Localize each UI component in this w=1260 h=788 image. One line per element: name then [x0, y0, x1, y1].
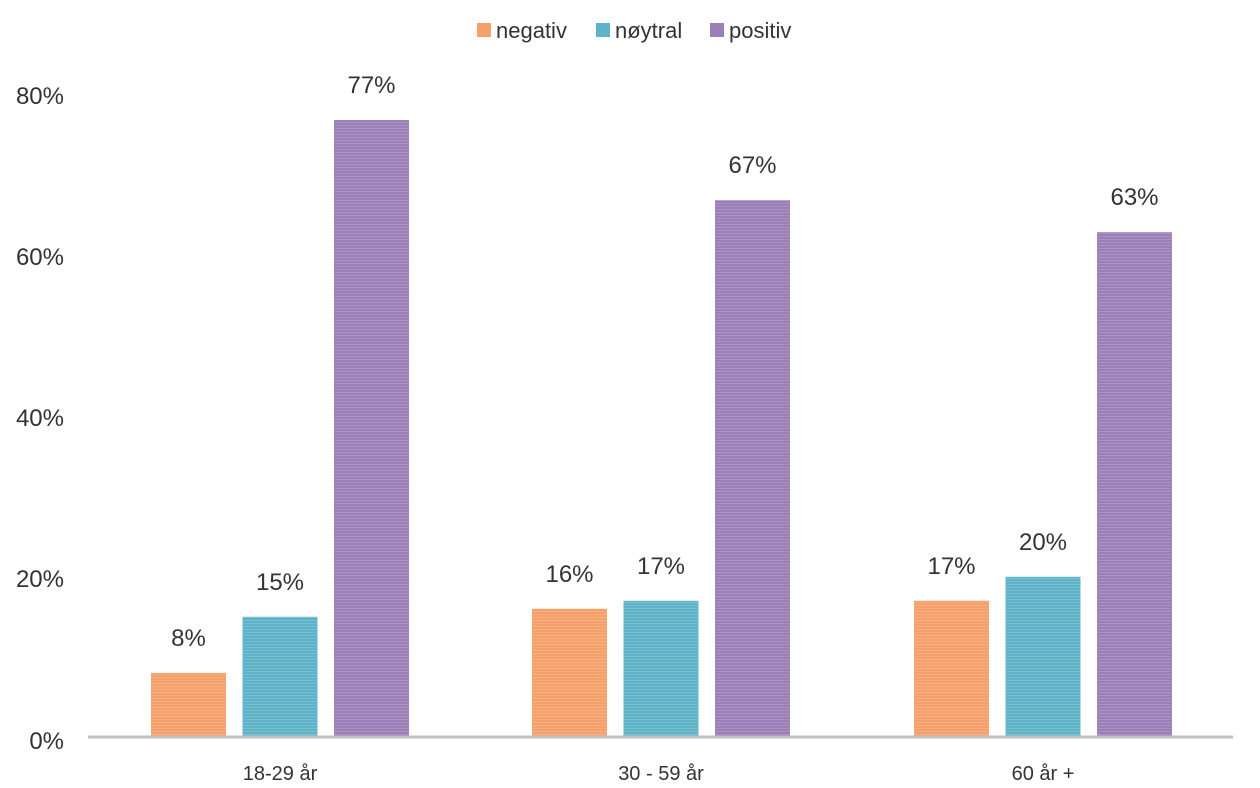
legend: negativ nøytral positiv — [477, 18, 791, 43]
data-label: 63% — [1110, 184, 1158, 211]
bar-texture — [532, 608, 607, 737]
legend-item-noytral: nøytral — [596, 18, 682, 43]
data-label: 17% — [927, 553, 975, 580]
x-category-label: 18-29 år — [243, 763, 318, 785]
bar-texture — [914, 600, 989, 737]
data-label: 20% — [1019, 529, 1067, 556]
legend-item-negativ: negativ — [477, 18, 567, 43]
x-category-label: 30 - 59 år — [618, 763, 704, 785]
bar-texture — [242, 616, 318, 737]
data-label: 17% — [637, 553, 685, 580]
legend-label-noytral: nøytral — [615, 18, 682, 43]
legend-label-positiv: positiv — [729, 18, 791, 43]
data-labels-group: 8% 15% 77% 16% 17% 67% 17% 20% 63% — [171, 72, 1158, 652]
data-label: 77% — [347, 72, 395, 99]
y-tick-label: 60% — [16, 244, 64, 271]
y-tick-label: 0% — [29, 728, 64, 755]
x-category-label: 60 år + — [1012, 763, 1075, 785]
bar-texture — [715, 200, 790, 738]
y-tick-label: 40% — [16, 405, 64, 432]
x-axis-labels: 18-29 år 30 - 59 år 60 år + — [243, 763, 1075, 785]
legend-item-positiv: positiv — [710, 18, 791, 43]
legend-swatch-positiv — [710, 23, 724, 37]
legend-swatch-noytral — [596, 23, 610, 37]
bar-texture — [1097, 232, 1172, 737]
legend-label-negativ: negativ — [496, 18, 567, 43]
data-label: 67% — [728, 152, 776, 179]
bar-texture — [623, 600, 699, 737]
data-label: 8% — [171, 625, 206, 652]
bar-texture — [151, 672, 226, 737]
y-axis-ticks: 0% 20% 40% 60% 80% — [16, 83, 64, 755]
y-tick-label: 20% — [16, 566, 64, 593]
y-tick-label: 80% — [16, 83, 64, 110]
data-label: 16% — [545, 561, 593, 588]
data-label: 15% — [256, 569, 304, 596]
legend-swatch-negativ — [477, 23, 491, 37]
bar-texture — [334, 120, 409, 738]
bars-group — [151, 120, 1172, 738]
bar-texture — [1005, 576, 1081, 737]
